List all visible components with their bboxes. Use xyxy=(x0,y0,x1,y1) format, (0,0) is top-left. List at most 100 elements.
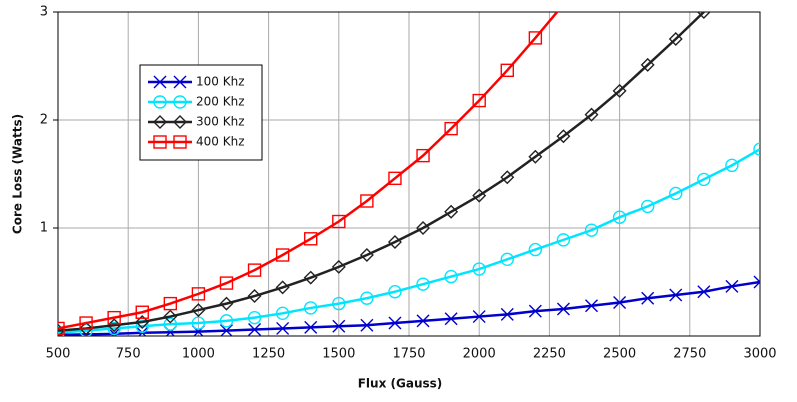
x-tick-label: 3000 xyxy=(743,347,776,362)
series-line xyxy=(58,12,559,330)
data-point xyxy=(753,275,760,289)
data-point xyxy=(163,296,178,311)
data-point xyxy=(556,129,571,144)
series-line xyxy=(58,280,760,336)
data-point xyxy=(191,287,206,301)
data-point xyxy=(275,248,290,262)
legend-label: 200 Khz xyxy=(196,95,245,109)
x-tick-label: 1250 xyxy=(252,347,285,362)
data-point xyxy=(556,302,570,316)
series-line xyxy=(58,12,706,332)
data-point xyxy=(275,280,290,295)
data-point xyxy=(500,63,514,78)
data-point xyxy=(388,171,402,186)
data-point xyxy=(444,269,458,284)
data-point xyxy=(304,320,318,334)
x-tick-label: 2000 xyxy=(463,347,496,362)
data-point xyxy=(191,303,206,318)
data-point xyxy=(247,263,262,277)
data-point xyxy=(500,307,514,321)
data-point xyxy=(696,12,711,19)
legend-marker xyxy=(153,135,167,149)
data-point xyxy=(79,323,93,336)
x-tick-label: 750 xyxy=(116,347,141,362)
data-point xyxy=(669,288,683,302)
data-point xyxy=(332,319,346,333)
data-point xyxy=(79,316,93,330)
data-point xyxy=(276,321,290,335)
data-point xyxy=(416,277,430,291)
x-tick-label: 2250 xyxy=(533,347,566,362)
data-point xyxy=(388,285,402,299)
legend-marker xyxy=(173,115,187,129)
data-point xyxy=(247,289,262,304)
data-point xyxy=(219,276,234,290)
data-point xyxy=(528,304,542,318)
data-point xyxy=(528,242,543,257)
data-point xyxy=(584,107,599,122)
data-point xyxy=(135,314,150,329)
x-tick-label: 2750 xyxy=(673,347,706,362)
series-line xyxy=(58,148,760,335)
data-point xyxy=(641,291,655,305)
data-point xyxy=(107,310,121,325)
data-point xyxy=(472,310,486,324)
data-point xyxy=(472,93,486,108)
data-point xyxy=(219,296,234,311)
legend-label: 100 Khz xyxy=(196,75,245,89)
data-point xyxy=(219,324,233,336)
data-point xyxy=(360,291,374,305)
y-axis-label: Core Loss (Watts) xyxy=(11,114,25,234)
data-point xyxy=(640,57,655,72)
data-point xyxy=(500,252,514,267)
data-point xyxy=(248,323,262,336)
x-tick-label: 500 xyxy=(46,347,71,362)
data-point xyxy=(58,321,65,336)
data-point xyxy=(135,319,149,333)
plot-frame xyxy=(57,11,761,337)
data-point xyxy=(359,248,374,262)
data-point xyxy=(640,199,655,214)
x-axis-label: Flux (Gauss) xyxy=(358,377,443,391)
data-point xyxy=(472,262,486,276)
data-point xyxy=(387,235,402,250)
data-point xyxy=(416,314,430,328)
data-point xyxy=(557,0,569,10)
data-point xyxy=(585,299,599,313)
data-point xyxy=(416,148,430,163)
data-point xyxy=(669,186,683,201)
data-point xyxy=(79,321,94,336)
data-point xyxy=(528,31,543,45)
x-tick-label: 1000 xyxy=(182,347,215,362)
data-point xyxy=(500,170,515,185)
data-point xyxy=(753,142,760,156)
legend-marker xyxy=(153,75,167,89)
data-point xyxy=(612,83,627,98)
data-point xyxy=(613,296,627,310)
data-point xyxy=(725,279,739,293)
data-point xyxy=(304,232,318,246)
data-point xyxy=(388,316,402,330)
data-point xyxy=(668,32,683,46)
data-point xyxy=(247,310,262,325)
y-tick-label: 2 xyxy=(40,113,48,128)
data-point xyxy=(303,270,318,285)
data-point xyxy=(107,321,121,336)
data-point xyxy=(472,188,487,203)
data-point xyxy=(331,259,346,274)
data-point xyxy=(416,221,431,235)
data-point xyxy=(163,317,178,331)
legend-label: 300 Khz xyxy=(196,115,245,129)
plot-area xyxy=(58,0,760,336)
data-point xyxy=(332,296,346,311)
data-point xyxy=(444,204,459,219)
y-tick-label: 1 xyxy=(40,221,48,236)
legend-label: 400 Khz xyxy=(196,135,245,149)
x-tick-label: 1750 xyxy=(392,347,425,362)
data-point xyxy=(556,233,571,247)
data-point xyxy=(697,172,711,187)
data-point xyxy=(444,121,458,136)
y-tick-label: 3 xyxy=(40,5,48,20)
data-point xyxy=(135,305,149,319)
